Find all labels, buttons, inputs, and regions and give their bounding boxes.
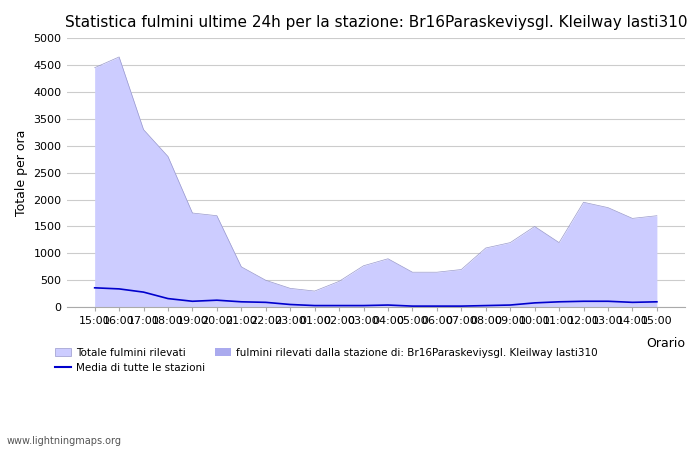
Text: www.lightningmaps.org: www.lightningmaps.org bbox=[7, 436, 122, 446]
Legend: Totale fulmini rilevati, Media di tutte le stazioni, fulmini rilevati dalla staz: Totale fulmini rilevati, Media di tutte … bbox=[50, 344, 602, 377]
Y-axis label: Totale per ora: Totale per ora bbox=[15, 130, 28, 216]
Title: Statistica fulmini ultime 24h per la stazione: Br16Paraskeviysgl. Kleilway lasti: Statistica fulmini ultime 24h per la sta… bbox=[64, 15, 687, 30]
Text: Orario: Orario bbox=[646, 337, 685, 350]
